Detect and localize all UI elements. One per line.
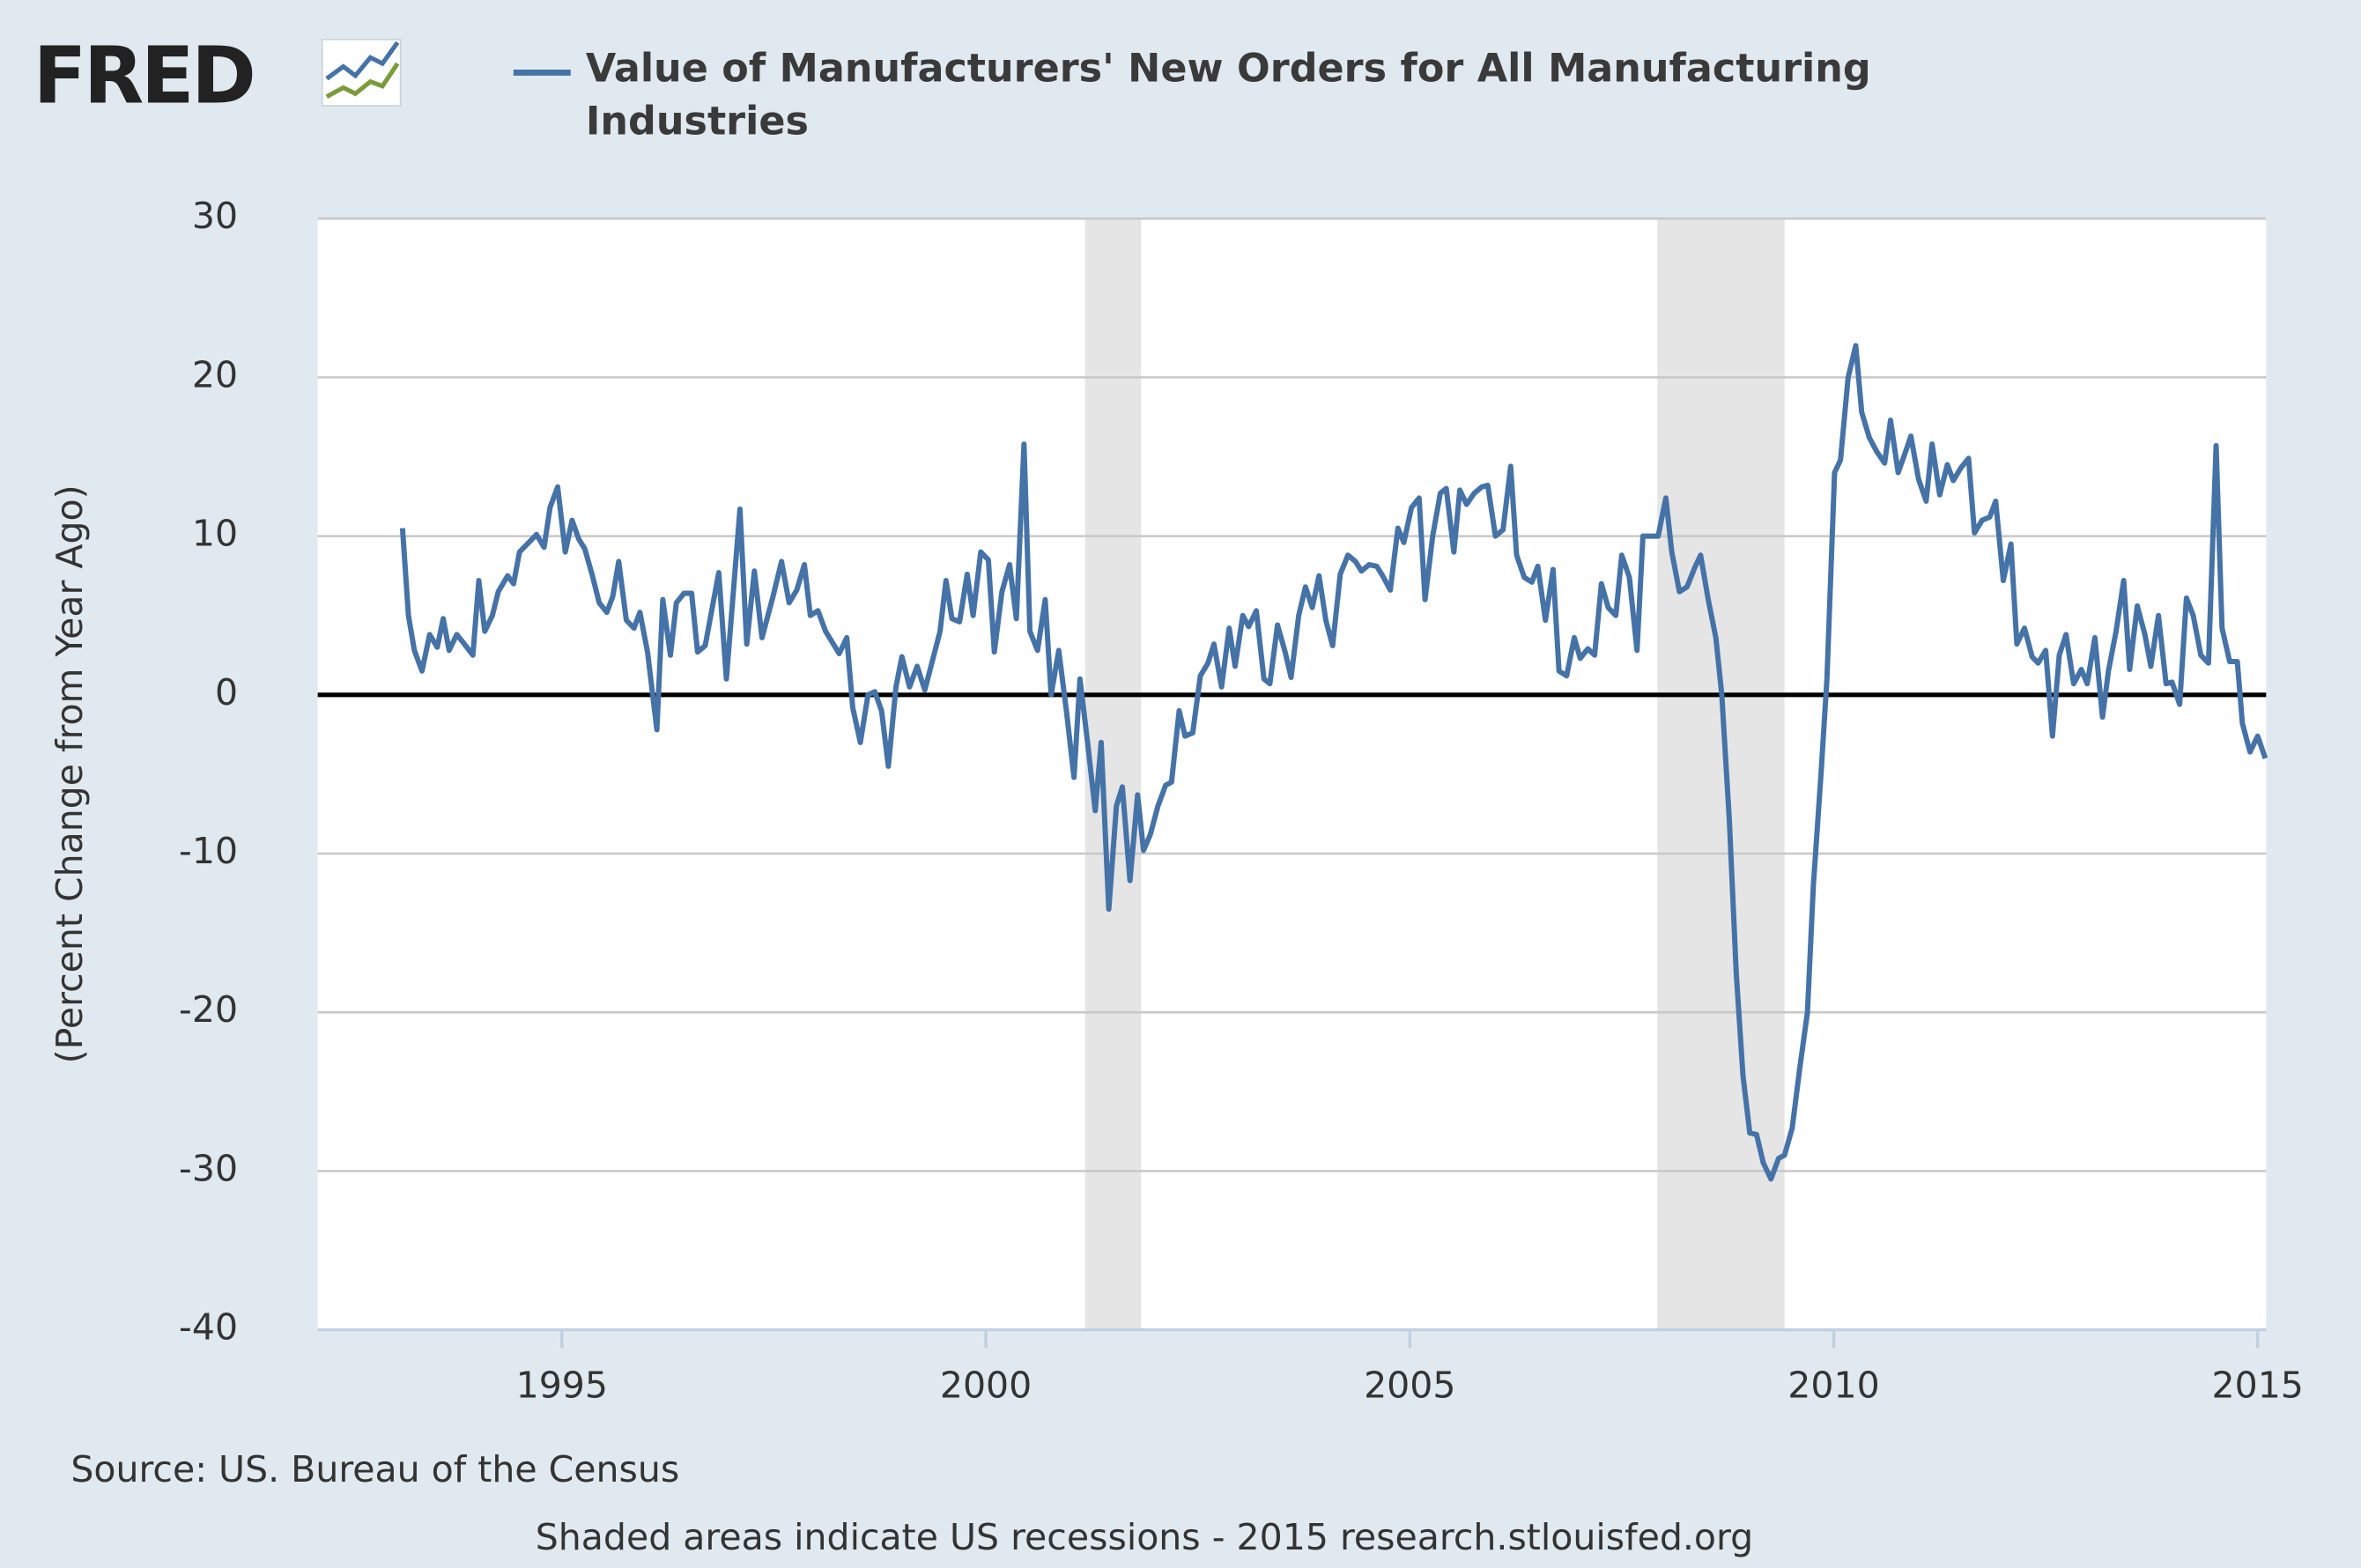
logo: FRED — [33, 31, 254, 122]
recession-band — [1657, 218, 1785, 1330]
y-tick-label: 20 — [192, 353, 238, 396]
x-tick-label: 2010 — [1787, 1364, 1879, 1406]
y-tick-label: -30 — [179, 1147, 238, 1189]
y-tick-label: 30 — [192, 195, 238, 237]
recession-band — [1084, 218, 1142, 1330]
y-tick-label: -10 — [179, 830, 238, 872]
footnote: Shaded areas indicate US recessions - 20… — [536, 1516, 1753, 1558]
series-line — [399, 343, 2268, 1182]
x-tick-label: 2000 — [940, 1364, 1032, 1406]
y-tick-label: 0 — [215, 671, 238, 714]
y-axis-label: (Percent Change from Year Ago) — [48, 484, 91, 1063]
source: Source: US. Bureau of the Census — [70, 1448, 679, 1490]
x-tick-label: 1995 — [516, 1364, 608, 1406]
chart-title: Value of Manufacturers' New Orders for A… — [585, 47, 1871, 145]
legend: Value of Manufacturers' New Orders for A… — [585, 47, 1871, 145]
y-tick-label: 10 — [192, 513, 238, 555]
plot-area — [317, 218, 2267, 1330]
x-tick-label: 2005 — [1364, 1364, 1455, 1406]
y-tick-label: -40 — [179, 1306, 238, 1349]
logo-icon — [321, 38, 402, 107]
y-tick-label: -20 — [179, 988, 238, 1031]
x-tick-label: 2015 — [2212, 1364, 2304, 1406]
